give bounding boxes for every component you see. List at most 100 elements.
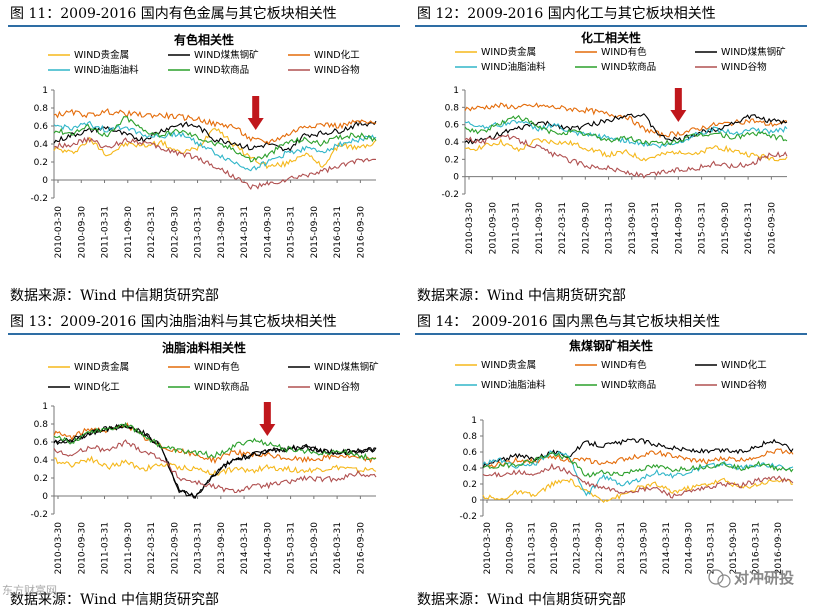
- legend-label: WIND油脂油料: [74, 64, 139, 76]
- legend-item: WIND软商品: [168, 381, 249, 393]
- series-line: [53, 421, 377, 461]
- series-line: [464, 113, 788, 145]
- legend-item: WIND有色: [168, 361, 240, 373]
- y-tick-label: 0.4: [34, 140, 49, 150]
- series-line: [53, 424, 377, 499]
- x-tick-label: 2010-03-30: [54, 522, 64, 575]
- y-tick-label: 0.6: [463, 448, 478, 458]
- x-tick-label: 2015-09-30: [310, 206, 320, 259]
- figure-title: 图 13：2009-2016 国内油脂油料与其它板块相关性: [10, 313, 337, 330]
- legend-item: WIND化工: [695, 359, 767, 371]
- x-tick-label: 2015-03-31: [698, 202, 708, 254]
- legend-item: WIND贵金属: [48, 49, 129, 61]
- legend-item: WIND油脂油料: [48, 64, 139, 76]
- figure-source: 数据来源：Wind 中信期货研究部: [10, 287, 219, 304]
- legend-item: WIND软商品: [575, 379, 656, 391]
- x-tick-label: 2014-09-30: [684, 522, 694, 575]
- x-tick-label: 2015-09-30: [721, 202, 731, 255]
- legend-label: WIND煤焦钢矿: [721, 46, 786, 58]
- y-tick-label: 0.4: [463, 464, 478, 474]
- x-tick-label: 2012-09-30: [170, 206, 180, 259]
- chart-title: 化工相关性: [581, 30, 641, 45]
- x-tick-label: 2016-09-30: [767, 202, 777, 255]
- y-tick-label: 0: [42, 492, 48, 502]
- x-tick-label: 2014-03-31: [240, 206, 250, 258]
- legend-label: WIND贵金属: [74, 361, 129, 373]
- y-tick-label: 0.8: [445, 103, 460, 113]
- legend-item: WIND煤焦钢矿: [288, 361, 379, 373]
- y-tick-label: 1: [42, 402, 48, 412]
- legend-label: WIND煤焦钢矿: [314, 361, 379, 373]
- y-tick-label: 0: [42, 176, 48, 186]
- x-tick-label: 2014-09-30: [263, 206, 273, 259]
- x-tick-label: 2013-03-31: [194, 522, 204, 574]
- legend-label: WIND煤焦钢矿: [194, 49, 259, 61]
- x-tick-label: 2014-09-30: [674, 202, 684, 255]
- red-arrow-icon: [670, 88, 687, 122]
- series-line: [53, 439, 377, 494]
- x-tick-label: 2014-09-30: [263, 522, 273, 575]
- y-tick-label: 0.8: [34, 104, 49, 114]
- legend-item: WIND油脂油料: [455, 379, 546, 391]
- y-tick-label: 0.8: [463, 432, 478, 442]
- y-tick-label: 0.6: [34, 122, 49, 132]
- series-line: [464, 114, 788, 146]
- y-tick-label: 0.6: [445, 121, 460, 131]
- legend-label: WIND化工: [721, 359, 767, 371]
- series-line: [53, 108, 377, 146]
- watermark-right: 对冲研投: [708, 569, 794, 588]
- x-tick-label: 2012-09-30: [170, 522, 180, 575]
- x-tick-label: 2010-03-30: [483, 522, 493, 575]
- series-line: [482, 438, 794, 469]
- x-tick-label: 2013-09-30: [628, 202, 638, 255]
- figure-source: 数据来源：Wind 中信期货研究部: [10, 591, 219, 608]
- x-tick-label: 2011-03-31: [101, 522, 111, 574]
- x-tick-label: 2013-03-31: [617, 522, 627, 574]
- x-tick-label: 2010-03-30: [465, 202, 475, 255]
- x-tick-label: 2013-09-30: [217, 522, 227, 575]
- legend-item: WIND煤焦钢矿: [168, 49, 259, 61]
- y-tick-label: 0.6: [34, 438, 49, 448]
- x-tick-label: 2016-09-30: [356, 206, 366, 259]
- y-tick-label: 0: [453, 173, 459, 183]
- series-line: [482, 451, 794, 478]
- y-tick-label: 0.2: [463, 480, 477, 490]
- legend-item: WIND化工: [48, 381, 120, 393]
- x-tick-label: 2010-09-30: [77, 522, 87, 575]
- y-tick-label: 1: [453, 86, 459, 96]
- legend-item: WIND谷物: [695, 61, 767, 73]
- y-tick-label: 0.8: [34, 420, 49, 430]
- x-tick-label: 2010-03-30: [54, 206, 64, 259]
- legend-item: WIND有色: [575, 46, 647, 58]
- series-line: [464, 133, 788, 179]
- x-tick-label: 2014-03-31: [662, 522, 672, 574]
- x-tick-label: 2012-03-31: [572, 522, 582, 574]
- x-tick-label: 2012-09-30: [595, 522, 605, 575]
- x-tick-label: 2015-09-30: [310, 522, 320, 575]
- x-tick-label: 2016-03-31: [333, 206, 343, 258]
- legend-item: WIND油脂油料: [455, 61, 546, 73]
- legend-item: WIND谷物: [288, 64, 360, 76]
- legend-item: WIND煤焦钢矿: [695, 46, 786, 58]
- legend-label: WIND油脂油料: [481, 61, 546, 73]
- legend-label: WIND贵金属: [74, 49, 129, 61]
- y-tick-label: 0: [471, 496, 477, 506]
- series-line: [53, 128, 377, 170]
- red-arrow-icon: [259, 402, 276, 436]
- series-line: [482, 462, 794, 499]
- x-tick-label: 2012-03-31: [147, 522, 157, 574]
- series-line: [53, 120, 377, 172]
- x-tick-label: 2012-09-30: [581, 202, 591, 255]
- x-tick-label: 2011-09-30: [124, 522, 134, 575]
- x-tick-label: 2016-03-31: [333, 522, 343, 574]
- x-tick-label: 2010-09-30: [505, 522, 515, 575]
- legend-label: WIND谷物: [314, 64, 360, 76]
- y-tick-label: 0.2: [445, 155, 459, 165]
- legend-label: WIND谷物: [314, 381, 360, 393]
- x-tick-label: 2013-03-31: [194, 206, 204, 258]
- x-tick-label: 2011-09-30: [124, 206, 134, 259]
- series-line: [53, 120, 377, 152]
